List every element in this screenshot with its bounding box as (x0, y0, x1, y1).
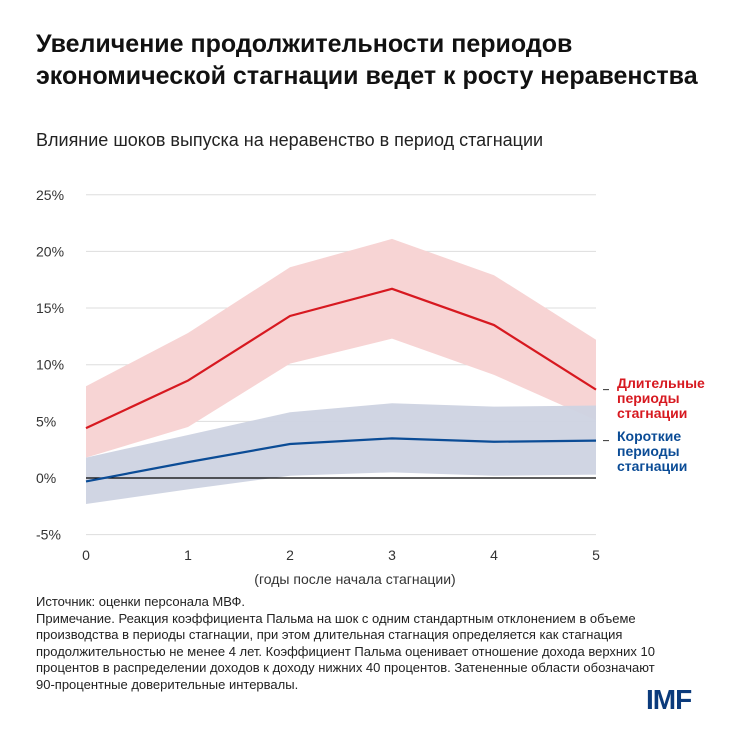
legend-long-line: периоды (617, 390, 680, 406)
legend-long-line: Длительные (617, 375, 705, 391)
confidence-band (86, 238, 596, 458)
legend-short: Короткие периоды стагнации (617, 429, 687, 474)
series-line (85, 437, 597, 483)
x-tick-label: 1 (184, 547, 192, 563)
y-tick-label: 0% (36, 470, 56, 486)
chart-title: Увеличение продолжительности периодов эк… (36, 30, 698, 90)
y-tick-label: 10% (36, 357, 64, 373)
notes: Источник: оценки персонала МВФ. Примечан… (36, 594, 676, 693)
imf-logo: IMF (646, 684, 692, 715)
source-note: Источник: оценки персонала МВФ. (36, 594, 245, 609)
y-tick-label: 15% (36, 300, 64, 316)
x-tick-label: 4 (490, 547, 498, 563)
y-tick-label: 5% (36, 413, 56, 429)
legend-short-line: Короткие (617, 428, 682, 444)
x-tick-label: 5 (592, 547, 600, 563)
y-tick-label: -5% (36, 527, 61, 543)
y-tick-label: 25% (36, 187, 64, 203)
footnote: Примечание. Реакция коэффициента Пальма … (36, 610, 655, 692)
confidence-band (86, 403, 596, 505)
legend-long-line: стагнации (617, 405, 688, 421)
x-tick-label: 0 (82, 547, 90, 563)
x-axis-label: (годы после начала стагнации) (254, 571, 455, 587)
y-tick-label: 20% (36, 243, 64, 259)
x-tick-label: 2 (286, 547, 294, 563)
legend-long: Длительные периоды стагнации (617, 376, 705, 421)
chart-subtitle: Влияние шоков выпуска на неравенство в п… (36, 130, 544, 150)
legend-short-line: стагнации (617, 458, 688, 474)
legend-short-line: периоды (617, 443, 680, 459)
x-tick-label: 3 (388, 547, 396, 563)
series-line (85, 287, 597, 430)
